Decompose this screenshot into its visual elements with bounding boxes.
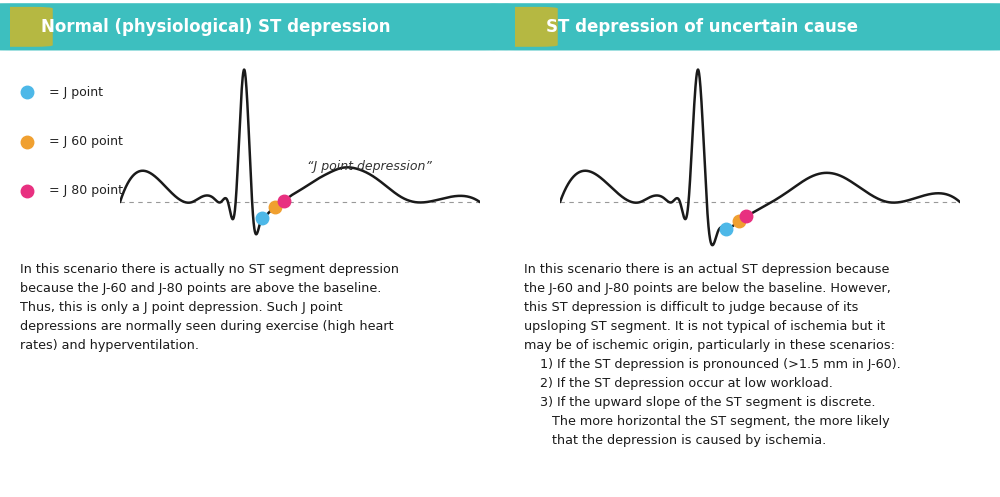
Text: In this scenario there is an actual ST depression because
the J-60 and J-80 poin: In this scenario there is an actual ST d…: [524, 263, 901, 447]
FancyBboxPatch shape: [0, 7, 53, 47]
Text: = J 80 point: = J 80 point: [49, 184, 123, 197]
FancyBboxPatch shape: [496, 7, 558, 47]
Text: = J point: = J point: [49, 86, 103, 99]
Text: Normal (physiological) ST depression: Normal (physiological) ST depression: [41, 18, 390, 36]
Text: “J point depression”: “J point depression”: [307, 160, 432, 173]
FancyBboxPatch shape: [0, 3, 523, 51]
Text: ST depression of uncertain cause: ST depression of uncertain cause: [546, 18, 858, 36]
Text: In this scenario there is actually no ST segment depression
because the J-60 and: In this scenario there is actually no ST…: [20, 263, 398, 352]
FancyBboxPatch shape: [477, 3, 1000, 51]
Text: = J 60 point: = J 60 point: [49, 135, 123, 148]
